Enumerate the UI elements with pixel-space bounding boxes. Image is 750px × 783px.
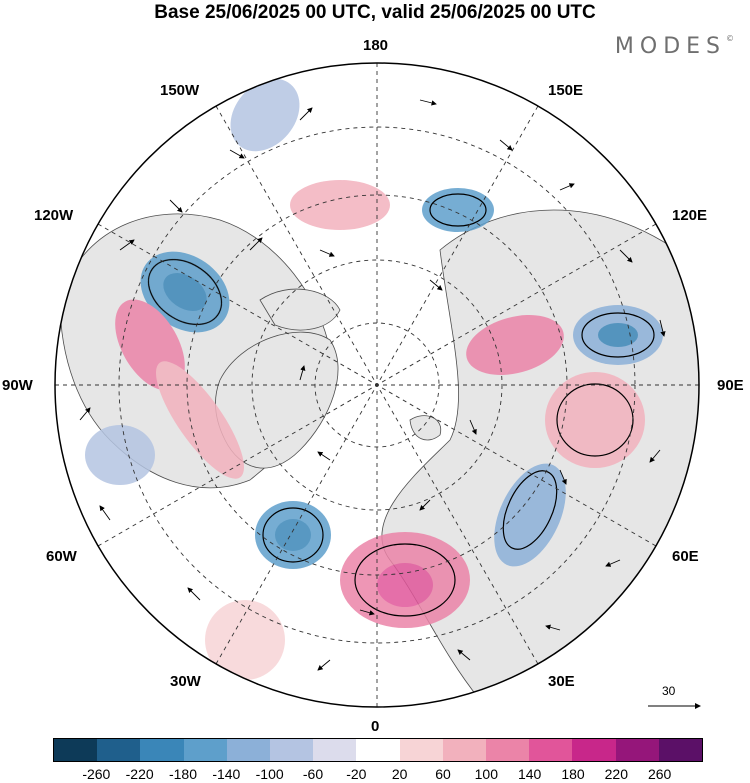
- colorbar-tick-label: 100: [474, 766, 499, 782]
- meridian-lines: [55, 63, 699, 707]
- wind-vector: [317, 451, 331, 461]
- anomaly-pos-bering: [290, 180, 390, 230]
- colorbar-tick-label: -60: [302, 766, 324, 782]
- wind-vector: [169, 199, 183, 213]
- colorbar-tick-label: -260: [82, 766, 111, 782]
- anomaly-neg-russia: [494, 463, 566, 567]
- wind-vector: [457, 649, 471, 661]
- anomaly-neg-labrador-core: [275, 519, 311, 551]
- wind-vector: [119, 239, 135, 251]
- wind-vector: [229, 149, 245, 159]
- anomaly-pos-europe-core: [377, 563, 433, 607]
- lon-label-120e: 120E: [672, 207, 708, 224]
- colorbar-tick-label: 20: [391, 766, 408, 782]
- colorbar-tick-label: 180: [561, 766, 585, 782]
- colorbar-tick-label: -180: [168, 766, 198, 782]
- wind-vector: [429, 279, 443, 291]
- colorbar-tick-label: 260: [647, 766, 672, 782]
- anomaly-neg-alaska: [230, 78, 300, 152]
- wind-vector: [559, 183, 575, 191]
- colorbar-swatch: [356, 739, 400, 761]
- colorbar-swatch: [399, 739, 443, 761]
- wind-vector: [317, 659, 331, 671]
- colorbar-tick-label: 60: [435, 766, 451, 782]
- wind-vector: [299, 365, 306, 381]
- lon-label-180: 180: [363, 37, 389, 54]
- wind-vector: [605, 559, 621, 567]
- map-title: Base 25/06/2025 00 UTC, valid 25/06/2025…: [154, 2, 596, 23]
- wind-vector: [319, 249, 335, 257]
- wind-vector: [499, 139, 513, 151]
- lon-label-30w: 30W: [170, 673, 201, 690]
- lon-label-30e: 30E: [548, 673, 575, 690]
- modes-logo: MODES©: [614, 34, 734, 59]
- anomaly-pos-greenland-strip: [155, 361, 245, 479]
- anomaly-neg-pacific-west: [85, 425, 155, 485]
- anomaly-pos-siberia: [545, 372, 645, 468]
- colorbar-swatch: [226, 739, 271, 761]
- map-boundary: [54, 62, 700, 708]
- colorbar-tick-label: 140: [517, 766, 542, 782]
- wind-vector: [419, 99, 437, 106]
- colorbar-swatch: [97, 739, 141, 761]
- colorbar-swatch: [442, 739, 487, 761]
- colorbar-tick-label: -220: [125, 766, 154, 782]
- lon-label-90w: 90W: [2, 377, 33, 394]
- colorbar-ticks: -260 -220 -180 -140 -100 -60 -20 20 60 100 140 180 2…: [53, 766, 703, 782]
- contour-neg-bering: [429, 193, 487, 227]
- colorbar-swatch: [140, 739, 184, 761]
- geopotential-anomaly-fields: [85, 78, 663, 680]
- colorbar-tick-label: -100: [255, 766, 284, 782]
- contour-pos-europe: [354, 543, 456, 617]
- arctic-islands-land: [259, 288, 341, 331]
- wind-vector: [249, 237, 263, 251]
- anomaly-pos-atlantic: [205, 600, 285, 680]
- lon-label-0: 0: [371, 718, 380, 735]
- anomaly-pos-arctic-ocean: [466, 315, 564, 375]
- colorbar-swatch: [529, 739, 573, 761]
- colorbar-swatch: [658, 739, 703, 761]
- colorbar-swatch: [54, 739, 98, 761]
- colorbar-swatch: [270, 739, 314, 761]
- contour-neg-labrador: [262, 507, 324, 563]
- wind-vector: [619, 249, 633, 263]
- reference-vector-label: 30: [662, 684, 676, 698]
- wind-vector: [187, 587, 201, 601]
- anomaly-neg-bering: [422, 188, 494, 232]
- lon-label-90e: 90E: [717, 377, 744, 394]
- colorbar-swatch: [313, 739, 357, 761]
- colorbar-tick-label: 220: [604, 766, 629, 782]
- wind-vector: [545, 624, 561, 631]
- meridian-150: [215, 105, 539, 665]
- wind-vector: [419, 499, 431, 511]
- contour-neg-canada: [147, 258, 223, 326]
- wind-vector: [79, 407, 91, 421]
- lon-label-120w: 120W: [34, 207, 74, 224]
- contour-neg-east-siberia: [581, 312, 655, 358]
- wind-vector: [299, 107, 313, 121]
- wind-vector: [469, 419, 477, 435]
- wind-vector: [99, 505, 111, 521]
- lon-label-150e: 150E: [548, 82, 584, 99]
- colorbar-swatch: [572, 739, 616, 761]
- lon-label-60e: 60E: [672, 548, 699, 565]
- lon-label-150w: 150W: [160, 82, 200, 99]
- contour-neg-russia: [502, 470, 558, 550]
- latitude-circle-70: [251, 259, 503, 511]
- wind-vector: [649, 449, 661, 463]
- colorbar-swatch: [615, 739, 659, 761]
- anomaly-neg-canada-core: [163, 272, 207, 312]
- wind-vector: [559, 469, 567, 485]
- colorbar-tick-label: -140: [212, 766, 241, 782]
- wind-vectors: [79, 99, 666, 671]
- wind-vector: [659, 319, 666, 337]
- colorbar-swatch: [486, 739, 530, 761]
- anomaly-neg-east-siberia-core: [598, 323, 638, 347]
- colorbar: [53, 738, 703, 762]
- colorbar-swatch: [183, 739, 227, 761]
- lon-label-60w: 60W: [46, 548, 77, 565]
- colorbar-tick-label: -20: [346, 766, 367, 782]
- wind-vector: [359, 609, 375, 616]
